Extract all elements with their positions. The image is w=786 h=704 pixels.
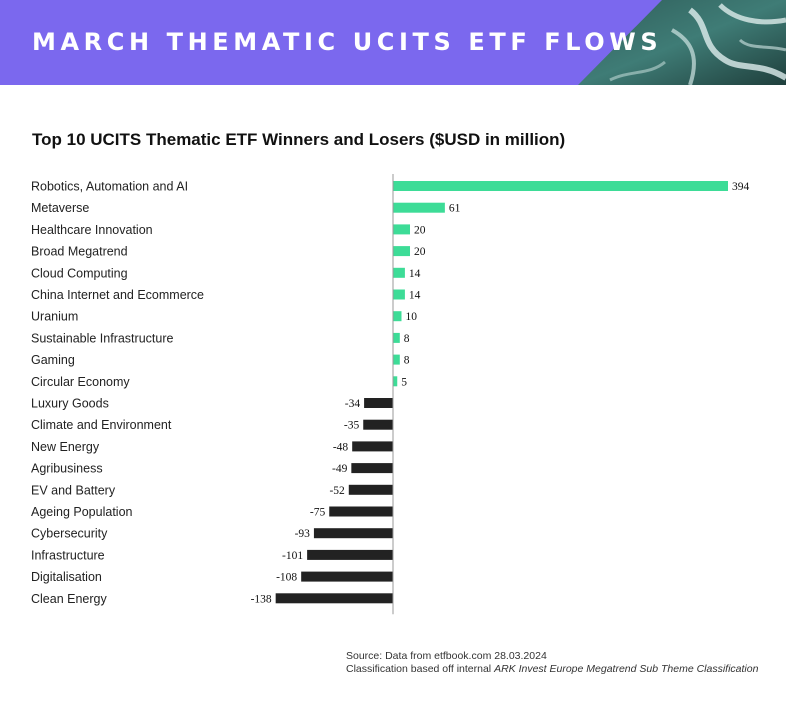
data-label: 20: [414, 224, 426, 236]
category-label: Clean Energy: [31, 592, 107, 606]
bar: [393, 332, 400, 343]
data-label: -138: [251, 593, 272, 605]
data-label: 10: [406, 311, 418, 323]
classification-prefix: Classification based off internal: [346, 663, 495, 675]
category-label: Robotics, Automation and AI: [31, 180, 188, 194]
category-label: Climate and Environment: [31, 418, 172, 432]
category-label: Luxury Goods: [31, 397, 109, 411]
banner-title: MARCH THEMATIC UCITS ETF FLOWS: [32, 28, 663, 56]
category-label: New Energy: [31, 440, 100, 454]
category-label: Sustainable Infrastructure: [31, 331, 173, 345]
data-label: 20: [414, 246, 426, 258]
data-label: -101: [282, 550, 303, 562]
bar: [313, 528, 393, 539]
bar: [351, 463, 393, 474]
bar: [348, 484, 393, 495]
data-label: 8: [404, 355, 410, 367]
data-label: -75: [310, 507, 326, 519]
data-label: -35: [344, 420, 360, 432]
category-label: Cybersecurity: [31, 527, 108, 541]
bar: [307, 549, 393, 560]
data-label: 14: [409, 268, 421, 280]
bar: [363, 419, 393, 430]
data-label: -93: [295, 528, 311, 540]
category-label: Healthcare Innovation: [31, 223, 153, 237]
category-label: Agribusiness: [31, 462, 103, 476]
data-label: -108: [276, 572, 297, 584]
bar: [329, 506, 393, 517]
category-label: Gaming: [31, 353, 75, 367]
waterfall-photo: [578, 0, 786, 85]
chart-title: Top 10 UCITS Thematic ETF Winners and Lo…: [32, 130, 566, 149]
header-banner: MARCH THEMATIC UCITS ETF FLOWS: [0, 0, 786, 85]
data-label: 394: [732, 181, 750, 193]
category-label: Cloud Computing: [31, 266, 128, 280]
bar: [393, 289, 405, 300]
data-label: 14: [409, 290, 421, 302]
category-label: Broad Megatrend: [31, 245, 128, 259]
classification-name: ARK Invest Europe Megatrend Sub Theme Cl…: [494, 663, 759, 675]
category-label: Circular Economy: [31, 375, 130, 389]
category-label: China Internet and Ecommerce: [31, 288, 204, 302]
data-label: 8: [404, 333, 410, 345]
bar: [393, 181, 728, 191]
category-label: EV and Battery: [31, 483, 116, 497]
bar: [393, 376, 398, 387]
bar: [393, 267, 405, 278]
bar: [364, 398, 393, 408]
data-label: 5: [401, 376, 407, 388]
bar: [352, 441, 393, 452]
bar: [393, 354, 400, 365]
bar: [393, 202, 445, 213]
bar: [275, 593, 393, 604]
bar: [393, 311, 402, 322]
data-label: -48: [333, 441, 349, 453]
category-label: Metaverse: [31, 201, 89, 215]
category-label: Uranium: [31, 310, 78, 324]
category-label: Ageing Population: [31, 505, 133, 519]
source-note: Source: Data from etfbook.com 28.03.2024: [346, 650, 547, 662]
data-label: -49: [332, 463, 348, 475]
data-label: -34: [345, 398, 361, 410]
data-label: -52: [329, 485, 345, 497]
category-label: Digitalisation: [31, 570, 102, 584]
classification-note: Classification based off internal ARK In…: [346, 663, 758, 676]
bar: [393, 246, 411, 257]
footer: Source: Data from etfbook.com 28.03.2024…: [346, 650, 758, 676]
category-label: Infrastructure: [31, 548, 105, 562]
bar: [393, 224, 411, 235]
bar: [301, 571, 393, 582]
data-label: 61: [449, 203, 461, 215]
